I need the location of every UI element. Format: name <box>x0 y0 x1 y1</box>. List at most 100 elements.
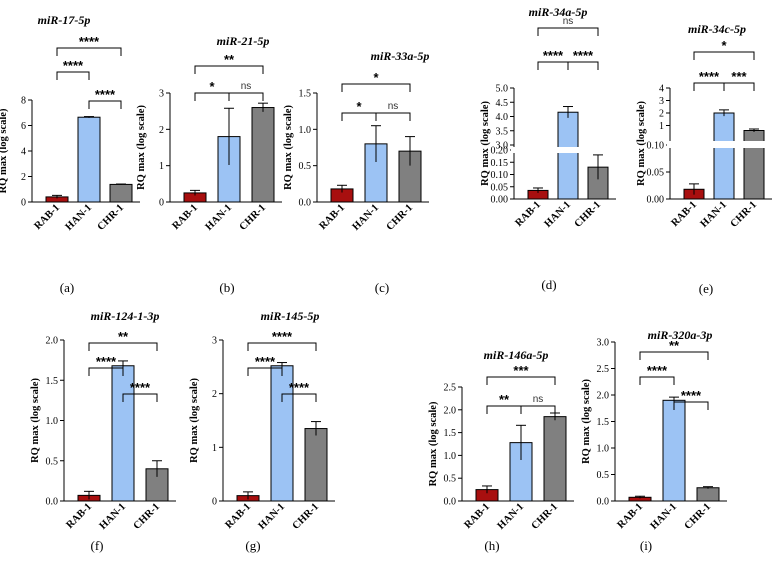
chart-title: miR-146a-5p <box>484 348 549 362</box>
y-axis-label: RQ max (log scale) <box>30 378 41 463</box>
y-tick-label: 1.0 <box>444 451 457 462</box>
bar <box>696 487 720 502</box>
y-tick-label: 0.00 <box>491 195 509 206</box>
chart-panel: miR-34c-5p RQ max (log scale)0.00 0.05 0.10… <box>636 22 774 296</box>
significance-bracket <box>88 100 122 109</box>
bar <box>109 183 133 203</box>
y-axis-label: RQ max (log scale) <box>428 401 439 486</box>
chart-panel: miR-34a-5p RQ max (log scale)0.00 0.050.10… <box>480 5 618 292</box>
bar <box>557 111 579 200</box>
y-tick-label: 3.0 <box>496 141 509 152</box>
significance-label: *** <box>513 363 529 378</box>
significance-label: **** <box>95 87 116 102</box>
significance-label: * <box>373 70 379 85</box>
significance-label: * <box>356 99 362 114</box>
significance-bracket <box>567 61 599 70</box>
significance-label: ns <box>388 101 399 112</box>
y-tick-label: 2 <box>212 389 217 400</box>
x-tick-label: HAN-1 <box>543 199 573 229</box>
significance-label: ** <box>224 52 235 67</box>
chart-panel: miR-21-5p RQ max (log scale) 0 1 2 3 RAB-1 HAN-… <box>136 34 282 295</box>
y-tick-label: 2 <box>21 172 26 183</box>
significance-label: * <box>721 38 727 53</box>
y-tick-label: 0.5 <box>46 456 59 467</box>
significance-label: ** <box>118 329 129 344</box>
y-tick-label: 2.0 <box>46 336 59 347</box>
significance-bracket <box>537 61 569 70</box>
y-tick-label: 1 <box>159 161 164 172</box>
y-tick-label: 0.0 <box>299 198 312 209</box>
significance-bracket <box>228 92 264 101</box>
bar <box>713 112 735 200</box>
y-axis-label: RQ max (log scale) <box>136 105 147 190</box>
chart-title: miR-21-5p <box>217 34 270 48</box>
y-tick-label: 0 <box>21 198 26 209</box>
y-tick-label: 1.0 <box>597 444 610 455</box>
significance-bracket <box>639 351 709 360</box>
x-tick-label: HAN-1 <box>699 199 729 229</box>
y-tick-label: 0.00 <box>647 195 665 206</box>
chart-title: miR-34a-5p <box>529 5 588 19</box>
significance-label: ** <box>669 338 680 353</box>
y-tick-label: 0.05 <box>647 168 665 179</box>
panel-label: (f) <box>91 538 104 553</box>
significance-label: ns <box>563 16 574 27</box>
y-tick-label: 5.0 <box>496 84 509 95</box>
x-tick-label: CHR-1 <box>96 202 126 232</box>
y-tick-label: 1.5 <box>46 376 59 387</box>
x-tick-label: HAN-1 <box>257 501 287 531</box>
chart-panel: miR-146a-5p RQ max (log scale) 0.0 0.5 1.0 1.… <box>428 348 574 553</box>
x-tick-label: CHR-1 <box>683 501 713 531</box>
y-axis-label: RQ max (log scale) <box>189 378 200 463</box>
bar <box>77 116 101 203</box>
y-tick-label: 4 <box>21 147 26 158</box>
x-tick-label: CHR-1 <box>385 202 415 232</box>
significance-label: **** <box>573 48 594 63</box>
y-tick-label: 0.15 <box>491 158 509 169</box>
x-tick-label: RAB-1 <box>513 199 543 229</box>
significance-bracket <box>375 112 411 121</box>
x-tick-label: CHR-1 <box>291 501 321 531</box>
y-axis-label: RQ max (log scale) <box>636 101 647 186</box>
bar <box>251 107 275 203</box>
significance-label: **** <box>699 69 720 84</box>
significance-label: ** <box>499 392 510 407</box>
y-tick-label: 1.5 <box>444 428 457 439</box>
x-tick-label: HAN-1 <box>98 501 128 531</box>
chart-title: miR-124-1-3p <box>91 309 160 323</box>
y-tick-label: 0 <box>212 497 217 508</box>
significance-bracket <box>341 83 411 92</box>
y-tick-label: 2.0 <box>444 405 457 416</box>
y-tick-label: 0.10 <box>491 170 509 181</box>
chart-title: miR-320a-3p <box>648 328 713 342</box>
y-tick-label: 2 <box>659 109 664 120</box>
chart-panel: miR-145-5p RQ max (log scale) 0 1 2 3 RAB-1 HAN… <box>189 309 335 553</box>
bar <box>662 399 686 502</box>
y-tick-label: 0.10 <box>647 141 665 152</box>
y-tick-label: 1.5 <box>299 89 312 100</box>
y-tick-label: 2.5 <box>444 383 457 394</box>
x-tick-label: RAB-1 <box>615 501 645 531</box>
bar <box>543 416 567 502</box>
y-axis-label: RQ max (log scale) <box>480 101 491 186</box>
significance-bracket <box>693 82 725 91</box>
significance-bracket <box>88 367 124 376</box>
significance-bracket <box>56 47 122 56</box>
chart-panel: miR-320a-3p RQ max (log scale) 0.0 0.5 1.0 1.… <box>581 328 727 553</box>
y-tick-label: 0 <box>159 198 164 209</box>
x-tick-label: HAN-1 <box>351 202 381 232</box>
significance-label: **** <box>63 58 84 73</box>
x-tick-label: RAB-1 <box>223 501 253 531</box>
y-tick-label: 1.0 <box>46 416 59 427</box>
significance-bracket <box>281 393 317 402</box>
y-tick-label: 3.5 <box>496 126 509 137</box>
panel-label: (i) <box>640 538 652 553</box>
x-tick-label: CHR-1 <box>573 199 603 229</box>
x-tick-label: CHR-1 <box>530 501 560 531</box>
chart-panel: miR-17-5p RQ max (log scale) 0 2 4 6 8 RAB-1 HAN… <box>0 13 140 295</box>
y-tick-label: 0.5 <box>299 161 312 172</box>
y-tick-label: 0.5 <box>597 470 610 481</box>
significance-bracket <box>723 82 755 91</box>
significance-bracket <box>88 342 158 351</box>
axis-break <box>667 141 774 148</box>
